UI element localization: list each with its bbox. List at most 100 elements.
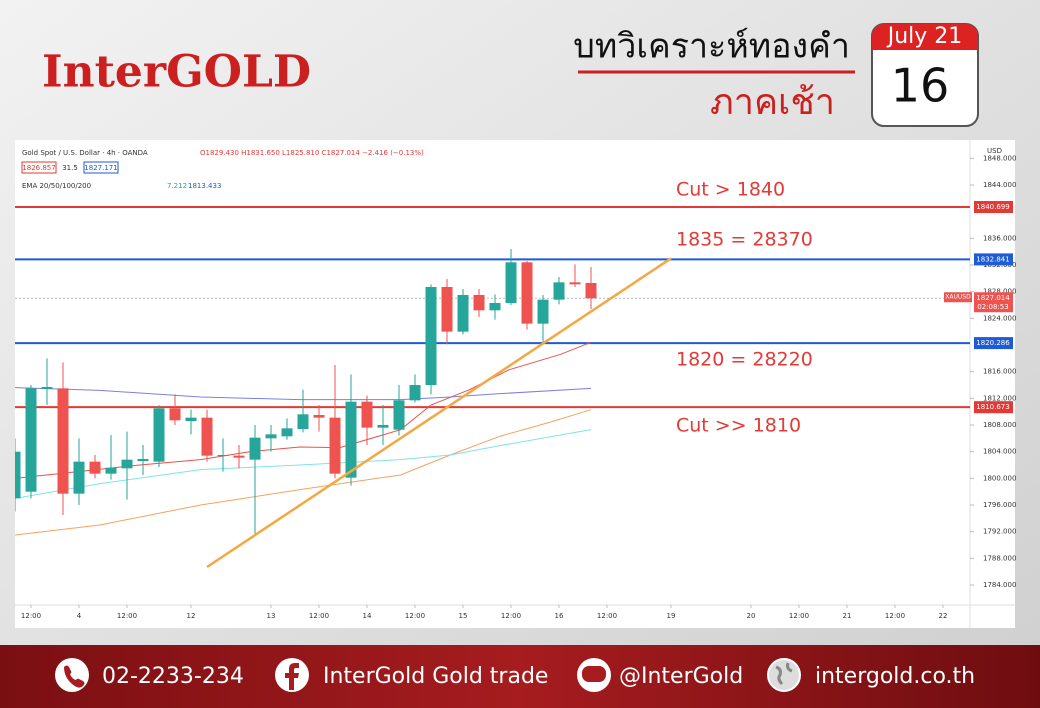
y-tick-label: 1800.000 [983,474,1016,482]
candle-body [489,303,501,311]
candle-body [57,388,69,494]
y-tick-label: 1816.000 [983,368,1016,376]
candle-body [345,401,357,478]
phone-glyph [64,665,85,688]
candle-body [217,455,229,456]
ask: 1827.171 [84,164,117,172]
brand: InterGOLD [42,47,311,98]
candle-body [265,434,277,439]
ask-box [83,161,119,174]
candle [185,409,197,435]
candle [217,438,229,472]
candle [457,289,469,335]
level-label: 1820.286 [976,339,1010,347]
ema-line [15,387,592,401]
y-tick-label: 1828.000 [983,288,1016,296]
candle [553,277,565,305]
currency: USD [987,147,1002,155]
bid-box [21,161,57,174]
x-tick-label: 20 [747,612,756,620]
web-icon [767,658,801,692]
candle [15,438,21,512]
y-tick-label: 1848.000 [983,154,1016,162]
level-label-box [974,337,1013,350]
candle [249,425,261,535]
x-tick-label: 12:00 [789,612,809,620]
candle [361,395,373,445]
candle-body [89,461,101,474]
candle-body [297,414,309,429]
x-tick-label: 12:00 [885,612,905,620]
footer-band [0,645,1040,708]
last-price: 1827.014 [976,294,1010,302]
candle-body [169,408,181,421]
candle [281,418,293,440]
candle [521,261,533,330]
plot-area [15,206,970,569]
candle [121,431,133,500]
candle-body [521,262,533,324]
web-glyph [775,662,793,686]
candle [393,385,405,436]
candle [313,405,325,432]
level-label: 1840.699 [976,203,1009,211]
candle [233,445,245,469]
candle-body [505,262,517,303]
candle [297,389,309,433]
candle [57,362,69,515]
annotation: 1835 = 28370 [676,229,813,251]
candle-body [201,417,213,456]
candle-body [425,287,437,385]
candle-body [441,287,453,332]
bid: 1826.857 [22,164,55,172]
candle [169,394,181,425]
y-tick-label: 1824.000 [983,314,1016,322]
level-label: 1810.673 [976,403,1009,411]
candle-body [137,459,149,461]
candle [537,295,549,344]
level-label-box [974,401,1013,414]
x-tick-label: 12:00 [309,612,329,620]
candle [105,435,117,480]
y-tick-label: 1784.000 [983,581,1016,589]
candle-body [185,417,197,421]
x-tick-label: 16 [555,612,564,620]
candle [377,405,389,445]
candle [585,267,597,309]
annotation: Cut > 1840 [676,179,785,201]
annotation: Cut >> 1810 [676,415,801,437]
y-tick-label: 1792.000 [983,528,1016,536]
candle [41,358,53,405]
x-tick-label: 14 [363,612,372,620]
spread: 31.5 [62,164,78,172]
candle-body [15,451,21,499]
candle-body [121,459,133,469]
y-tick-label: 1808.000 [983,421,1016,429]
candle [345,374,357,486]
candle-body [457,295,469,332]
x-tick-label: 12:00 [117,612,137,620]
header: InterGOLD บทวิเคราะห์ทองคำ ภาคเช้า July … [42,23,979,127]
candle [425,284,437,395]
candle [137,445,149,475]
ema-line [15,409,592,536]
ohlc-text: O1829.430 H1831.650 L1825.810 C1827.014 … [200,149,424,157]
ema-line [15,341,592,479]
candle-body [25,388,37,492]
candle-body [249,437,261,460]
calendar-tab [872,24,978,50]
candle-body [361,401,373,428]
line-glyph [582,666,606,682]
x-tick-label: 12:00 [597,612,617,620]
candle [441,279,453,345]
title: บทวิเคราะห์ทองคำ [573,27,850,67]
candle [505,249,517,305]
candle [409,374,421,403]
indicator-value: 7.212 [167,182,187,190]
candle-body [73,461,85,494]
y-tick-label: 1804.000 [983,448,1016,456]
last-price-box [974,292,1013,313]
candle [329,365,341,479]
calendar-month: July 21 [886,24,963,49]
candle [473,289,485,317]
